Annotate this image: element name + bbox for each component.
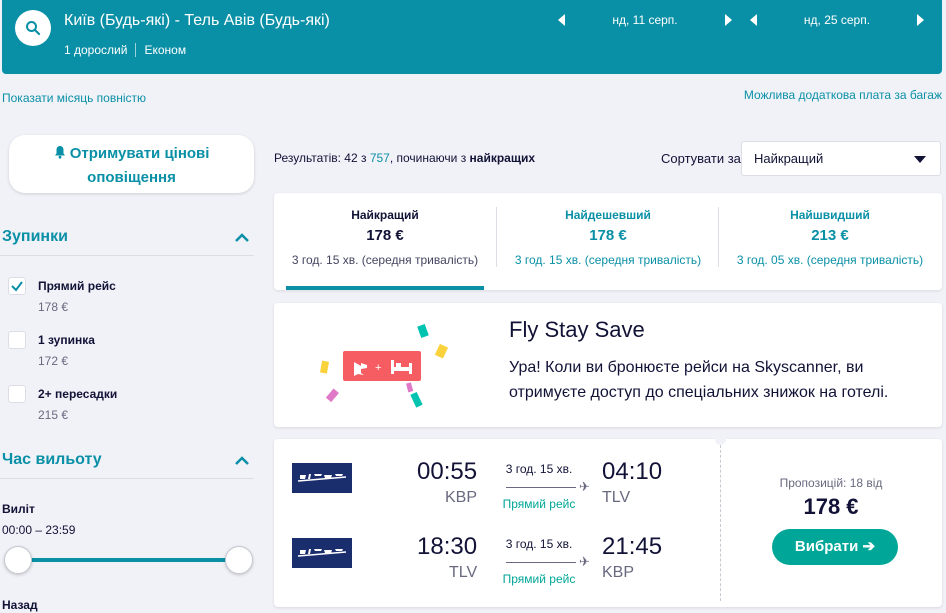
tab-fastest-name: Найшвидший	[790, 208, 870, 222]
ticket-notch	[715, 434, 726, 445]
filter-two-plus-price: 215 €	[38, 408, 69, 422]
select-flight-button[interactable]: Вибрати ➔	[772, 529, 898, 565]
flight-hotel-illustration: +	[320, 323, 449, 408]
return-label: Назад	[2, 598, 38, 612]
search-button[interactable]	[15, 10, 51, 46]
inbound-arrival-time: 21:45	[602, 533, 663, 560]
tab-fastest[interactable]: Найшвидший 213 € 3 год. 05 хв. (середня …	[719, 193, 941, 290]
sort-dropdown[interactable]: Найкращий	[741, 141, 941, 176]
passengers-text[interactable]: 1 дорослий	[64, 43, 128, 57]
inbound-arrival-code: KBP	[602, 564, 635, 581]
outbound-arrival-time: 04:10	[602, 458, 663, 485]
outbound-duration: 3 год. 15 хв.	[505, 462, 573, 476]
tab-fastest-duration: 3 год. 05 хв. (середня тривалість)	[736, 253, 924, 267]
route-title[interactable]: Київ (Будь-які) - Тель Авів (Будь-які)	[64, 12, 330, 29]
tab-fastest-price: 213 €	[811, 227, 849, 244]
active-tab-indicator	[286, 286, 484, 290]
search-icon	[26, 21, 41, 36]
svg-text:+: +	[375, 362, 381, 374]
tab-best-duration: 3 год. 15 хв. (середня тривалість)	[291, 253, 479, 267]
checkbox-two-plus[interactable]	[8, 385, 26, 403]
fly-stay-save-banner[interactable]: + Fly Stay Save Ура! Коли ви бронюєте ре…	[274, 303, 942, 427]
caret-down-icon	[914, 156, 926, 163]
outbound-stops: Прямий рейс	[502, 497, 576, 511]
tab-divider	[718, 207, 719, 267]
results-total-link[interactable]: 757	[369, 151, 390, 165]
outbound-arrival-code: TLV	[602, 489, 631, 506]
checkbox-one-stop[interactable]	[8, 331, 26, 349]
results-best: найкращих	[469, 151, 536, 165]
return-date[interactable]: нд, 25 серп.	[803, 13, 871, 27]
meta-divider	[135, 43, 137, 57]
tab-best[interactable]: Найкращий 178 € 3 год. 15 хв. (середня т…	[274, 193, 496, 290]
tab-cheapest-price: 178 €	[589, 227, 627, 244]
arrow-right-icon: ➔	[862, 538, 876, 555]
results-middle: , починаючи з	[389, 151, 470, 165]
plane-icon: ✈	[579, 554, 590, 569]
bell-icon	[54, 146, 65, 159]
inbound-duration: 3 год. 15 хв.	[505, 537, 573, 551]
inbound-stops: Прямий рейс	[502, 572, 576, 586]
outbound-departure-code: KBP	[445, 489, 478, 506]
tab-divider	[496, 207, 497, 267]
el-al-logo-icon	[292, 538, 352, 568]
flight-result-card[interactable]: 00:55 KBP 3 год. 15 хв. ✈ Прямий рейс 04…	[274, 434, 942, 607]
return-next-arrow-icon[interactable]	[917, 14, 924, 26]
flight-price: 178 €	[803, 494, 859, 519]
depart-date[interactable]: нд, 11 серп.	[612, 13, 678, 27]
departure-time-section-title[interactable]: Час вильоту	[2, 451, 102, 468]
inbound-departure-code: TLV	[449, 564, 478, 581]
tab-best-name: Найкращий	[351, 208, 419, 222]
airline-logo	[292, 538, 352, 568]
sort-label: Сортувати за	[661, 151, 741, 166]
price-alert-label-2: оповіщення	[87, 169, 176, 186]
tab-cheapest[interactable]: Найдешевший 178 € 3 год. 15 хв. (середня…	[497, 193, 719, 290]
filter-one-stop-price: 172 €	[38, 354, 69, 368]
tab-best-price: 178 €	[366, 227, 404, 244]
inbound-departure-time: 18:30	[417, 533, 478, 560]
el-al-logo-icon	[292, 463, 352, 493]
price-alert-button[interactable]: Отримувати цінові оповіщення	[9, 135, 254, 193]
baggage-fee-link[interactable]: Можлива додаткова плата за багаж	[743, 88, 942, 102]
section-divider	[0, 255, 254, 256]
chevron-up-icon[interactable]	[233, 452, 251, 470]
stops-section-title[interactable]: Зупинки	[2, 228, 68, 245]
promo-title: Fly Stay Save	[509, 317, 645, 342]
checkbox-direct[interactable]	[8, 277, 26, 295]
airline-logo	[292, 463, 352, 493]
route-line	[506, 562, 576, 563]
search-header: Київ (Будь-які) - Тель Авів (Будь-які) 1…	[2, 0, 942, 74]
results-prefix: Результатів: 42 з	[274, 151, 370, 165]
price-alert-label-1: Отримувати цінові	[69, 145, 210, 162]
results-count: Результатів: 42 з 757, починаючи з найкр…	[274, 151, 535, 165]
select-button-label: Вибрати	[794, 538, 859, 555]
cabin-class-text[interactable]: Економ	[144, 43, 187, 57]
filter-two-plus-label[interactable]: 2+ пересадки	[38, 387, 118, 401]
departure-range: 00:00 – 23:59	[2, 523, 76, 537]
return-prev-arrow-icon[interactable]	[750, 14, 757, 26]
slider-handle-max[interactable]	[225, 546, 253, 574]
slider-handle-min[interactable]	[4, 546, 32, 574]
depart-next-arrow-icon[interactable]	[725, 14, 732, 26]
filter-direct-label[interactable]: Прямий рейс	[38, 279, 116, 293]
tab-cheapest-name: Найдешевший	[565, 208, 651, 222]
section-divider	[0, 478, 254, 479]
departure-label: Виліт	[2, 502, 35, 516]
departure-slider-track[interactable]	[17, 558, 239, 562]
show-month-link[interactable]: Показати місяць повністю	[2, 91, 147, 105]
route-line	[506, 487, 576, 488]
plane-icon: ✈	[579, 479, 590, 494]
offers-count: Пропозицій: 18 від	[779, 476, 883, 490]
chevron-up-icon[interactable]	[233, 229, 251, 247]
checkmark-icon	[11, 281, 23, 292]
tab-cheapest-duration: 3 год. 15 хв. (середня тривалість)	[514, 253, 702, 267]
sort-value: Найкращий	[754, 151, 824, 166]
filter-one-stop-label[interactable]: 1 зупинка	[38, 333, 95, 347]
promo-body: Ура! Коли ви бронюєте рейси на Skyscanne…	[509, 359, 889, 401]
ticket-divider	[720, 445, 721, 601]
outbound-departure-time: 00:55	[417, 458, 478, 485]
filter-direct-price: 178 €	[38, 300, 69, 314]
sort-tabs: Найкращий 178 € 3 год. 15 хв. (середня т…	[274, 193, 942, 290]
depart-prev-arrow-icon[interactable]	[558, 14, 565, 26]
